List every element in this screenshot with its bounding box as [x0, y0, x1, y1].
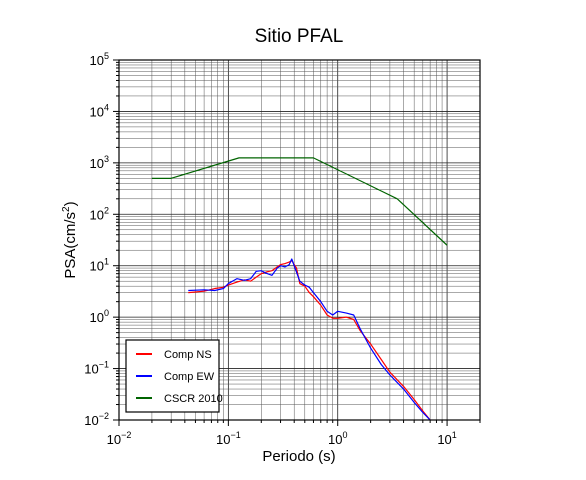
grid [118, 59, 481, 421]
series-line-3 [151, 157, 448, 246]
y-tick-label: 101 [90, 257, 109, 274]
legend-label: Comp EW [164, 371, 215, 383]
y-tick-label: 102 [90, 205, 109, 222]
y-tick-label: 10−1 [84, 360, 109, 377]
y-tick-label: 104 [90, 102, 109, 119]
x-tick-label: 101 [437, 430, 456, 447]
y-axis-label-base: PSA(cm/s [62, 212, 79, 279]
x-tick-label: 100 [328, 430, 347, 447]
legend-label: CSCR 2010 [164, 393, 223, 405]
x-tick-label: 10−2 [107, 430, 132, 447]
y-tick-label: 103 [90, 154, 109, 171]
y-axis-label-exp: 2 [61, 206, 72, 212]
y-axis-label-close: ) [62, 201, 79, 206]
plot-frame [118, 59, 481, 421]
y-axis-label: PSA(cm/s2) [61, 201, 79, 278]
x-axis-label: Periodo (s) [262, 448, 335, 465]
legend: Comp NS Comp EW CSCR 2010 [125, 339, 223, 413]
chart-title: Sitio PFAL [255, 26, 344, 47]
ticks: 10−2 10−1 100 101 10−2 10−1 100 101 102 103 104 105 [84, 51, 481, 447]
y-tick-label: 10−2 [84, 411, 109, 428]
legend-label: Comp NS [164, 349, 212, 361]
x-tick-label: 10−1 [216, 430, 241, 447]
y-tick-label: 100 [90, 308, 109, 325]
series-line-2 [188, 258, 431, 420]
y-tick-label: 105 [90, 51, 109, 68]
series-lines [151, 157, 448, 420]
series-line-1 [188, 260, 431, 420]
